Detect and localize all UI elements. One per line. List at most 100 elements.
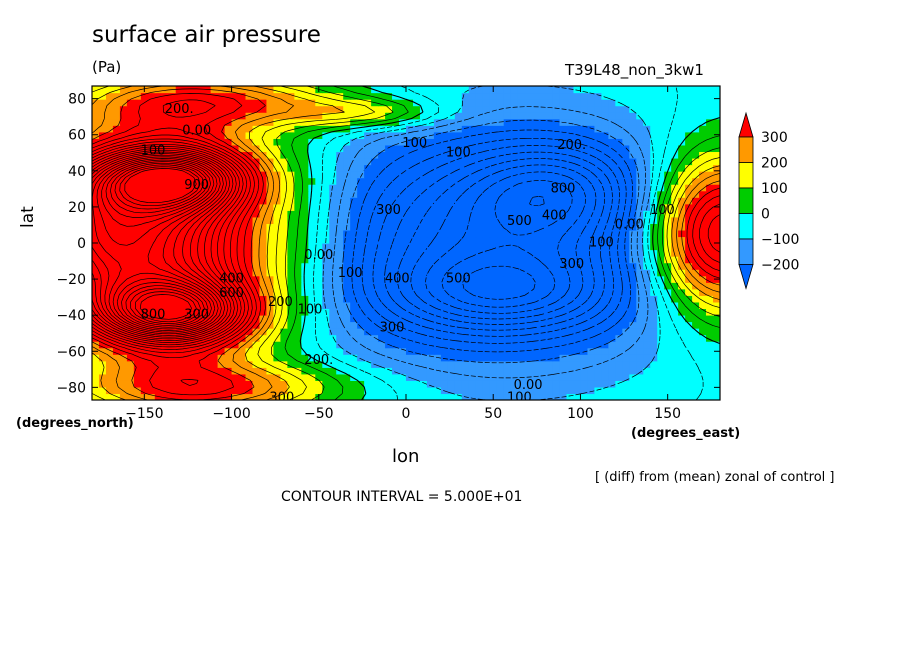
field-cell <box>699 360 707 368</box>
field-cell <box>238 223 247 231</box>
field-cell <box>489 282 498 290</box>
field-cell <box>294 210 302 218</box>
field-cell <box>657 184 665 192</box>
contour-line <box>92 93 720 396</box>
field-cell <box>489 360 498 368</box>
field-cell <box>287 256 295 264</box>
field-cell <box>433 92 442 100</box>
field-cell <box>412 314 421 323</box>
field-cell <box>713 373 720 381</box>
field-cell <box>692 262 700 270</box>
field-cell <box>440 118 449 126</box>
field-cell <box>308 197 316 205</box>
field-cell <box>454 86 463 94</box>
field-cell <box>147 177 156 185</box>
field-cell <box>315 282 323 290</box>
field-cell <box>461 236 470 244</box>
field-cell <box>580 301 589 310</box>
field-cell <box>545 118 554 126</box>
field-cell <box>371 249 379 257</box>
field-cell <box>273 354 281 362</box>
field-cell <box>210 367 219 375</box>
field-cell <box>126 216 135 224</box>
field-cell <box>412 138 421 146</box>
field-cell <box>210 373 219 381</box>
field-cell <box>573 171 582 179</box>
field-cell <box>196 354 205 362</box>
field-cell <box>517 125 526 133</box>
field-cell <box>629 86 637 94</box>
field-cell <box>224 203 233 211</box>
field-cell <box>336 229 344 238</box>
field-cell <box>531 347 540 355</box>
field-cell <box>343 125 351 133</box>
field-cell <box>461 197 470 205</box>
field-cell <box>119 243 128 251</box>
field-cell <box>545 125 554 133</box>
field-cell <box>224 92 233 100</box>
field-cell <box>489 321 498 329</box>
colorbar-segment <box>738 162 754 189</box>
field-cell <box>524 164 533 172</box>
field-cell <box>475 203 484 211</box>
field-cell <box>503 190 512 198</box>
field-cell <box>322 216 330 224</box>
field-cell <box>629 190 637 198</box>
field-cell <box>706 144 714 153</box>
field-cell <box>440 171 449 179</box>
field-cell <box>273 151 281 159</box>
field-cell <box>461 92 470 100</box>
field-cell <box>266 282 275 290</box>
field-cell <box>559 354 568 362</box>
field-cell <box>650 301 658 310</box>
field-cell <box>336 262 344 270</box>
field-cell <box>322 203 330 211</box>
field-cell <box>650 243 658 251</box>
field-cell <box>175 99 184 107</box>
field-cell <box>119 131 128 139</box>
field-cell <box>629 282 637 290</box>
field-cell <box>447 184 456 192</box>
field-cell <box>419 112 428 120</box>
field-cell <box>524 216 533 224</box>
field-cell <box>294 236 302 244</box>
field-cell <box>538 347 547 355</box>
field-cell <box>412 92 421 100</box>
field-cell <box>573 118 582 126</box>
field-cell <box>636 216 644 224</box>
field-cell <box>210 288 219 296</box>
field-cell <box>538 223 547 231</box>
field-cell <box>713 386 720 395</box>
field-cell <box>315 367 323 375</box>
field-cell <box>608 112 616 120</box>
field-cell <box>385 380 393 388</box>
field-cell <box>105 295 114 303</box>
field-cell <box>671 269 679 277</box>
field-cell <box>510 321 519 329</box>
field-cell <box>412 334 421 342</box>
field-cell <box>392 360 400 368</box>
contour-label: 300. <box>269 391 298 406</box>
field-cell <box>615 131 623 139</box>
field-cell <box>629 321 637 329</box>
field-cell <box>154 112 163 120</box>
field-cell <box>92 216 100 224</box>
field-cell <box>664 112 672 120</box>
field-cell <box>399 216 407 224</box>
field-cell <box>601 321 609 329</box>
field-cell <box>252 282 261 290</box>
field-cell <box>706 341 714 349</box>
field-cell <box>454 373 463 381</box>
field-cell <box>482 203 491 211</box>
field-cell <box>161 216 170 224</box>
field-cell <box>287 314 295 323</box>
field-cell <box>224 99 233 107</box>
field-cell <box>294 334 302 342</box>
field-cell <box>650 203 658 211</box>
field-cell <box>231 256 240 264</box>
field-cell <box>433 105 442 113</box>
field-cell <box>175 223 184 231</box>
field-cell <box>224 216 233 224</box>
field-cell <box>287 380 295 388</box>
